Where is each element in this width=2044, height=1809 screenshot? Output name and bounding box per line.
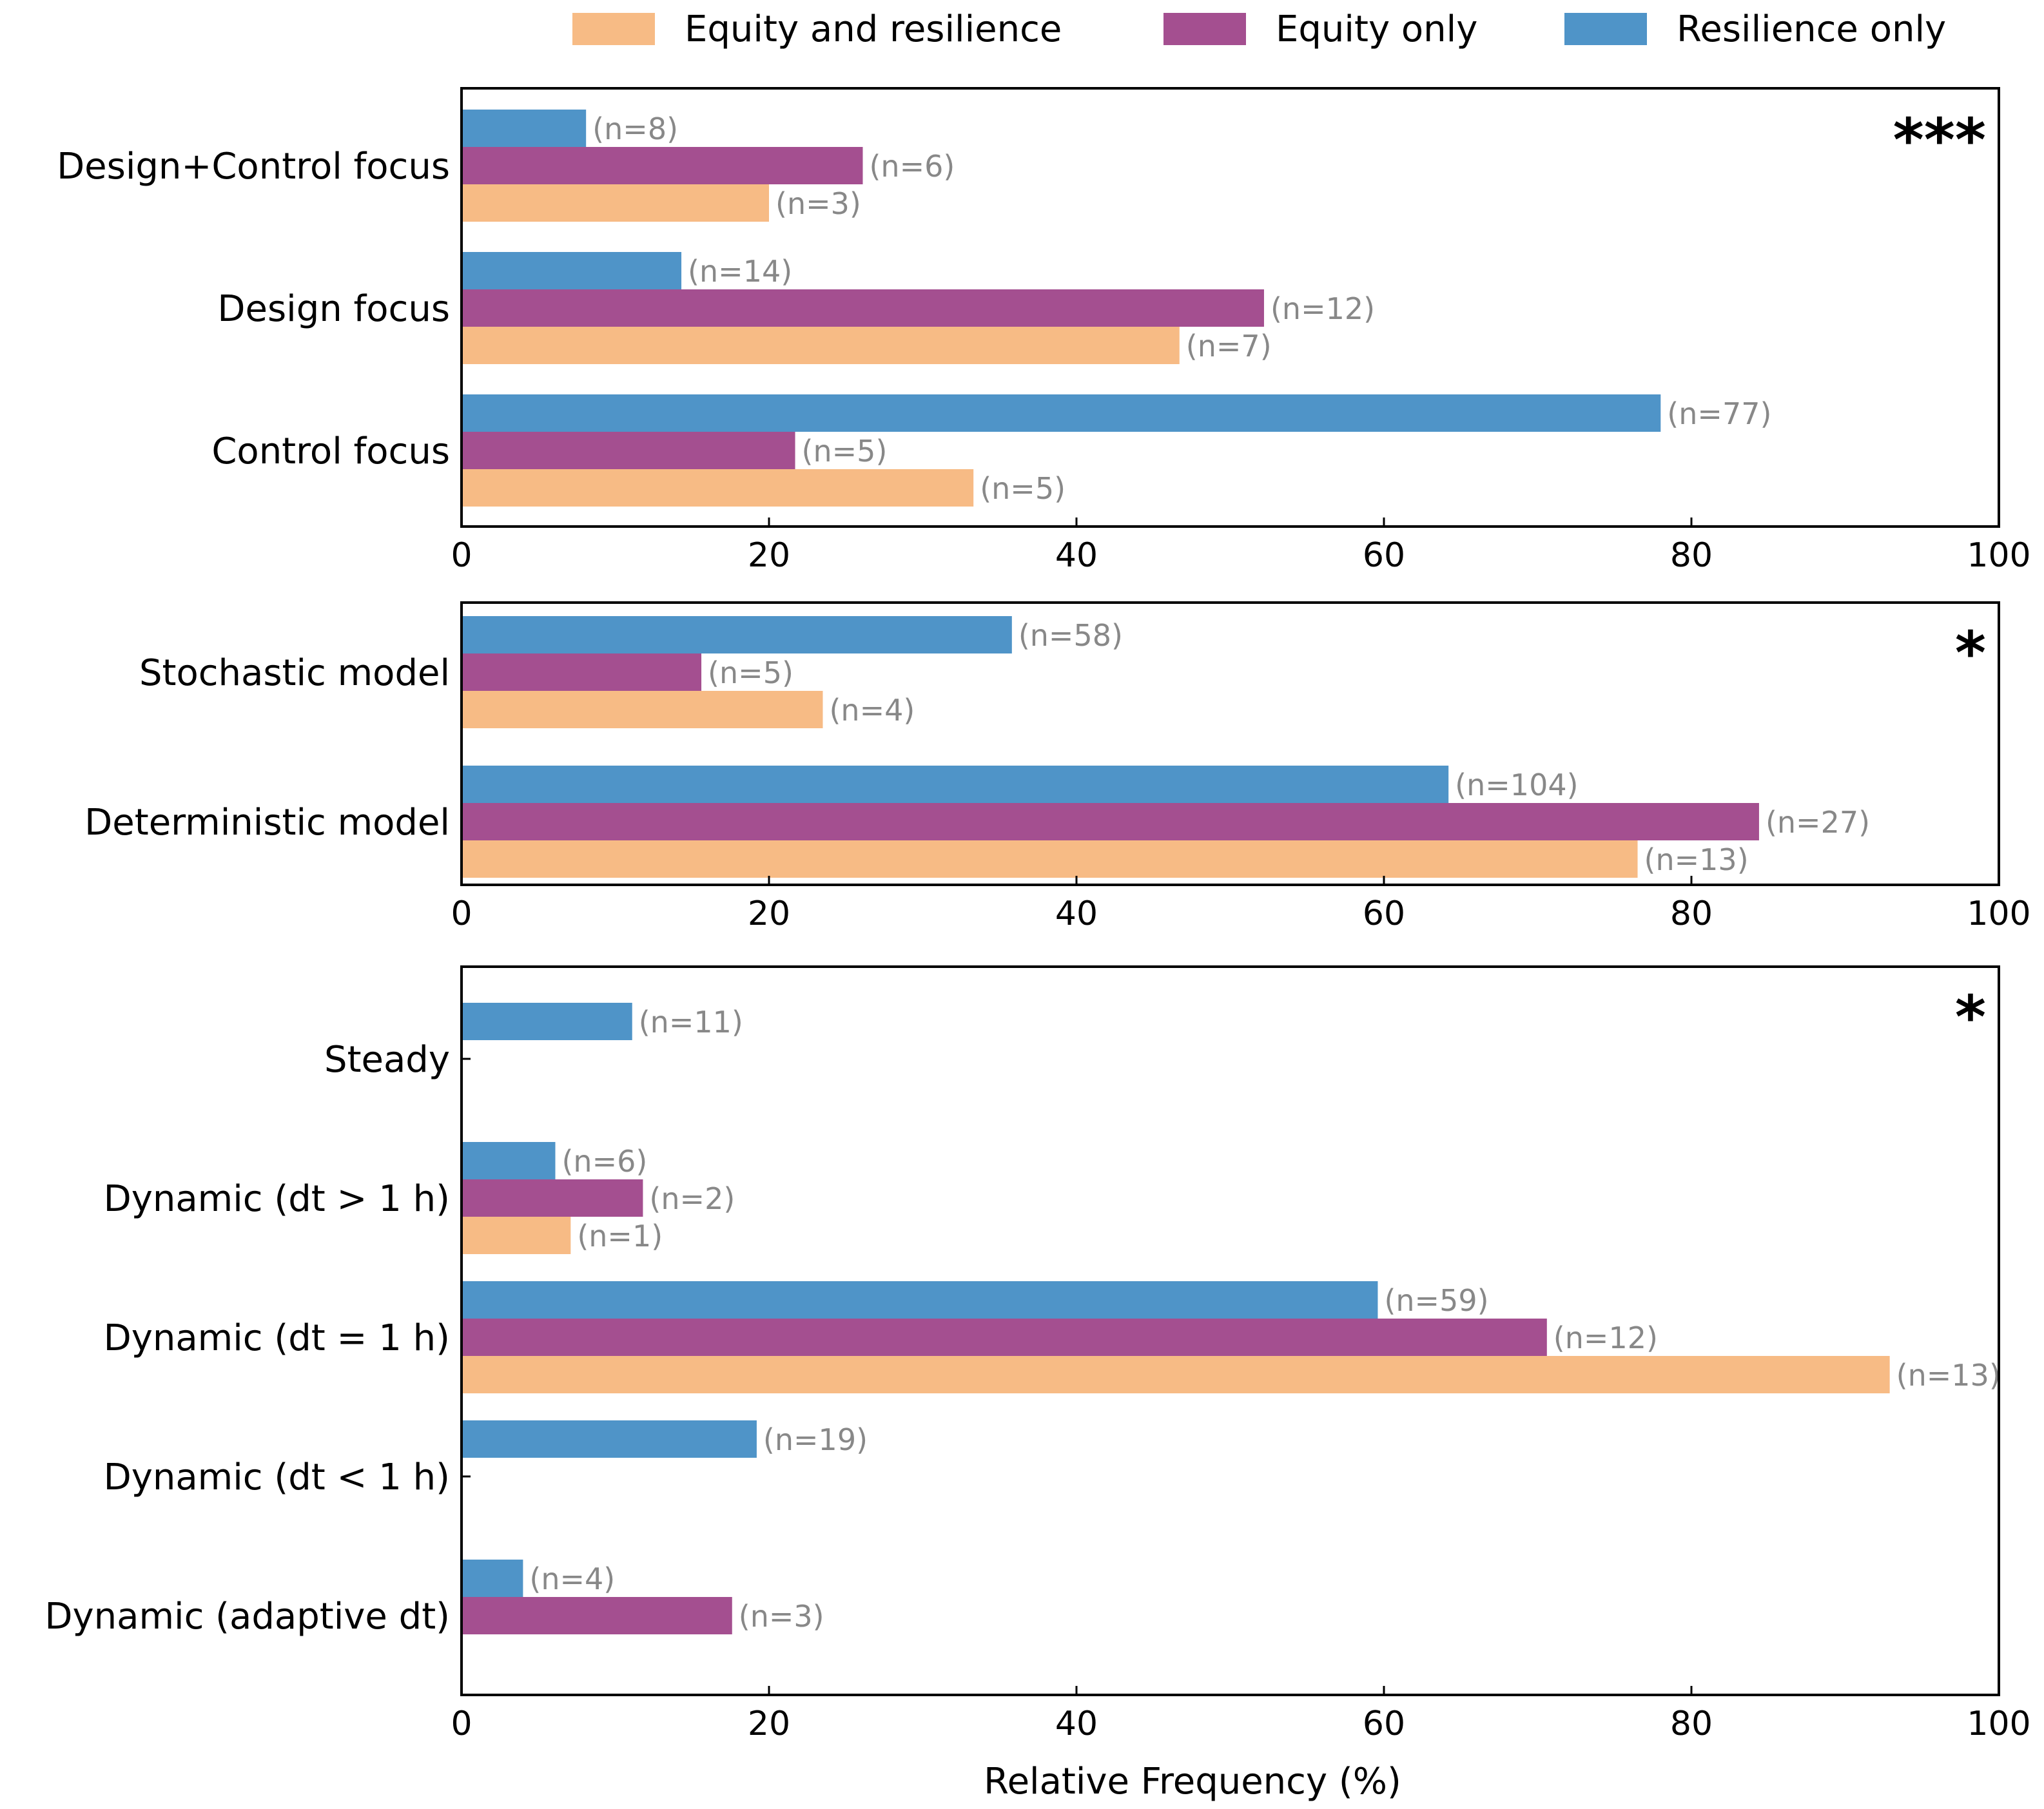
data-label-equity-only-control-focus: (n=5): [802, 434, 888, 469]
data-label-equity-and-resilience-deterministic-model: (n=13): [1644, 842, 1749, 877]
data-label-resilience-only-dynamic-dt-1-h: (n=19): [763, 1422, 868, 1457]
data-label-resilience-only-dynamic-adaptive-dt: (n=4): [529, 1562, 615, 1596]
category-label-stochastic-model: Stochastic model: [139, 652, 450, 694]
data-label-equity-and-resilience-design-control-focus: (n=3): [775, 186, 861, 221]
legend-label-equity-and-resilience: Equity and resilience: [685, 8, 1062, 50]
x-tick-label: 60: [1363, 1705, 1405, 1743]
data-label-resilience-only-design-focus: (n=14): [688, 254, 792, 289]
significance-marker: *: [1955, 619, 1986, 688]
data-label-equity-only-stochastic-model: (n=5): [708, 655, 793, 690]
data-label-resilience-only-dynamic-dt-1-h: (n=59): [1384, 1283, 1488, 1318]
x-tick-label: 40: [1055, 536, 1098, 575]
x-tick-label: 100: [1967, 895, 2030, 933]
bar-resilience-only-dynamic-dt-1-h: [462, 1142, 556, 1179]
data-label-equity-only-dynamic-adaptive-dt: (n=3): [739, 1599, 824, 1634]
x-tick-label: 20: [748, 1705, 790, 1743]
data-label-equity-only-deterministic-model: (n=27): [1766, 805, 1870, 840]
x-tick-label: 100: [1967, 1705, 2030, 1743]
bar-equity-only-dynamic-dt-1-h: [462, 1319, 1547, 1356]
data-label-resilience-only-stochastic-model: (n=58): [1018, 618, 1123, 653]
x-tick-label: 80: [1670, 1705, 1713, 1743]
bar-resilience-only-steady: [462, 1003, 632, 1040]
data-label-equity-and-resilience-dynamic-dt-1-h: (n=1): [577, 1219, 663, 1253]
x-tick-label: 80: [1670, 895, 1713, 933]
legend-label-resilience-only: Resilience only: [1677, 8, 1946, 50]
panel-frame: [460, 965, 2000, 1696]
chart-legend: Equity and resilience Equity only Resilien…: [572, 8, 1946, 50]
legend-swatch-resilience-only: [1564, 13, 1647, 45]
bar-equity-only-design-focus: [462, 289, 1264, 327]
category-label-steady: Steady: [324, 1039, 450, 1081]
data-label-resilience-only-dynamic-dt-1-h: (n=6): [561, 1144, 647, 1179]
bar-resilience-only-deterministic-model: [462, 766, 1449, 803]
data-label-equity-only-design-control-focus: (n=6): [869, 149, 955, 184]
bar-equity-and-resilience-stochastic-model: [462, 691, 823, 728]
legend-swatch-equity-only: [1163, 13, 1246, 45]
x-tick-label: 0: [451, 1705, 472, 1743]
x-tick-label: 0: [451, 895, 472, 933]
x-axis-label: Relative Frequency (%): [984, 1761, 1401, 1803]
chart-panels: Design+Control focus(n=8)(n=6)(n=3)Desig…: [44, 87, 2031, 1743]
legend-label-equity-only: Equity only: [1276, 8, 1477, 50]
x-tick-label: 60: [1363, 895, 1405, 933]
data-label-equity-and-resilience-dynamic-dt-1-h: (n=13): [1896, 1358, 2001, 1393]
panel-2: Stochastic model (n=58) (n=5) (n=4) Determin…: [84, 601, 2031, 933]
bar-resilience-only-dynamic-dt-1-h: [462, 1420, 757, 1458]
data-label-equity-and-resilience-stochastic-model: (n=4): [829, 693, 915, 728]
bar-equity-only-design-control-focus: [462, 147, 863, 184]
bar-equity-and-resilience-dynamic-dt-1-h: [462, 1217, 571, 1254]
bar-resilience-only-dynamic-dt-1-h: [462, 1281, 1378, 1319]
x-tick-label: 80: [1670, 536, 1713, 575]
bar-equity-only-stochastic-model: [462, 653, 702, 691]
category-label-dynamic-dt-1-h: Dynamic (dt < 1 h): [104, 1456, 450, 1498]
data-label-equity-only-dynamic-dt-1-h: (n=2): [649, 1181, 735, 1216]
category-label-design-control-focus: Design+Control focus: [57, 146, 450, 188]
data-label-resilience-only-design-control-focus: (n=8): [592, 111, 678, 146]
x-tick-label: 20: [748, 536, 790, 575]
bar-equity-only-deterministic-model: [462, 803, 1759, 840]
data-label-resilience-only-deterministic-model: (n=104): [1455, 768, 1578, 802]
category-label-design-focus: Design focus: [217, 288, 450, 330]
bar-resilience-only-dynamic-adaptive-dt: [462, 1560, 523, 1597]
legend-swatch-equity-and-resilience: [572, 13, 655, 45]
category-label-dynamic-adaptive-dt: Dynamic (adaptive dt): [44, 1596, 450, 1638]
bar-equity-only-control-focus: [462, 432, 795, 469]
data-label-equity-only-dynamic-dt-1-h: (n=12): [1553, 1320, 1658, 1355]
bar-resilience-only-design-focus: [462, 252, 682, 289]
bar-equity-only-dynamic-adaptive-dt: [462, 1597, 732, 1634]
x-tick-label: 20: [748, 895, 790, 933]
bar-resilience-only-control-focus: [462, 394, 1661, 432]
panel-frame: [460, 87, 2000, 528]
data-label-resilience-only-steady: (n=11): [639, 1005, 743, 1040]
bar-equity-and-resilience-dynamic-dt-1-h: [462, 1356, 1890, 1393]
data-label-equity-only-design-focus: (n=12): [1270, 291, 1375, 326]
bar-equity-and-resilience-control-focus: [462, 469, 974, 507]
category-label-dynamic-dt-1-h: Dynamic (dt > 1 h): [104, 1178, 450, 1220]
bar-resilience-only-design-control-focus: [462, 110, 587, 147]
data-label-resilience-only-control-focus: (n=77): [1667, 396, 1771, 431]
bar-equity-and-resilience-deterministic-model: [462, 840, 1638, 878]
x-tick-label: 40: [1055, 895, 1098, 933]
x-tick-label: 100: [1967, 536, 2030, 575]
significance-marker: ***: [1893, 106, 1986, 175]
x-tick-label: 0: [451, 536, 472, 575]
data-label-equity-and-resilience-design-focus: (n=7): [1186, 329, 1272, 363]
x-tick-label: 40: [1055, 1705, 1098, 1743]
data-label-equity-and-resilience-control-focus: (n=5): [980, 471, 1066, 506]
x-tick-label: 60: [1363, 536, 1405, 575]
category-label-control-focus: Control focus: [211, 430, 450, 472]
category-label-dynamic-dt-1-h: Dynamic (dt = 1 h): [104, 1317, 450, 1359]
category-label-deterministic-model: Deterministic model: [84, 802, 450, 844]
panel-1: Design+Control focus (n=8) (n=6)(n=3) Desig…: [57, 87, 2031, 575]
bar-equity-and-resilience-design-control-focus: [462, 184, 769, 222]
panel-frame: [460, 601, 2000, 886]
bar-equity-and-resilience-design-focus: [462, 327, 1180, 364]
significance-marker: *: [1955, 983, 1986, 1052]
panel-3: Steady (n=11) Dynamic (dt > 1 h) (n=6)(n=2)…: [44, 965, 2031, 1743]
bar-equity-only-dynamic-dt-1-h: [462, 1179, 643, 1217]
bar-resilience-only-stochastic-model: [462, 616, 1012, 653]
